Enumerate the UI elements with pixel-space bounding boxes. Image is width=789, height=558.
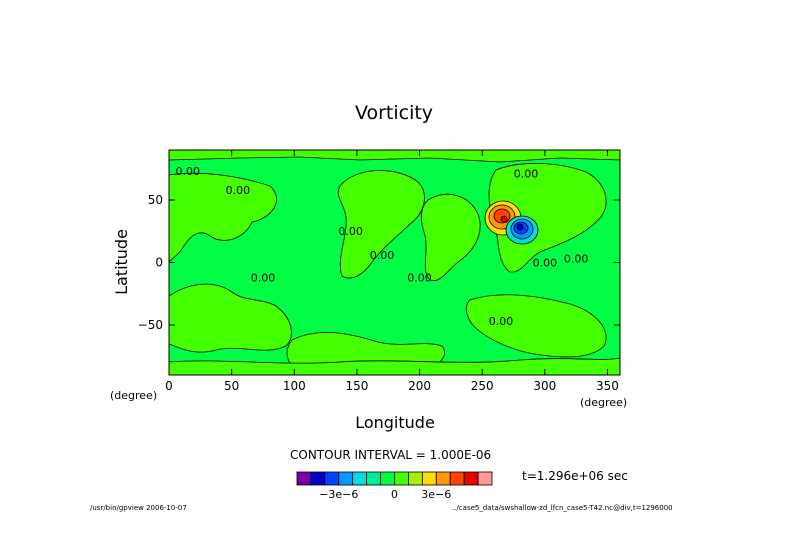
contour-label: 0.00: [226, 184, 251, 197]
colorbar-tick-label: 0: [391, 488, 398, 501]
region-top-band: [169, 150, 620, 163]
positive-vortex-core: [500, 215, 508, 223]
colorbar-swatch: [477, 471, 493, 486]
contour-labels: 0.00 0.00 0.00 0.00 0.00 0.00 0.00 0.00 0.00 0.00: [176, 165, 589, 328]
x-unit-right: (degree): [580, 396, 627, 409]
region-center-north: [337, 170, 425, 279]
colorbar-swatch: [408, 471, 423, 486]
x-tick-label: 150: [345, 379, 368, 393]
colorbar-swatch: [366, 471, 381, 486]
contour-label: 0.00: [533, 256, 558, 269]
y-axis-label: Latitude: [112, 229, 131, 295]
contour-label: 0.00: [370, 249, 395, 262]
region-west-north: [169, 172, 277, 263]
footer-left: /usr/bin/gpview 2006-10-07: [90, 504, 187, 512]
colorbar-swatch: [338, 471, 354, 486]
colorbar-swatch: [352, 471, 368, 486]
x-tick-label: 200: [408, 379, 431, 393]
colorbar-swatch: [380, 471, 395, 486]
colorbar-swatch: [449, 471, 465, 486]
x-axis: 0 50 100 150 200 250 300 350: [165, 150, 619, 393]
colorbar: [296, 471, 493, 486]
y-tick-label: 0: [155, 256, 163, 270]
negative-vortex-core: [516, 223, 524, 231]
y-tick-label: −50: [138, 318, 163, 332]
contour-interval-text: CONTOUR INTERVAL = 1.000E-06: [290, 448, 491, 462]
chart-title: Vorticity: [355, 102, 433, 124]
x-tick-label: 50: [224, 379, 239, 393]
light-green-regions: [169, 150, 620, 375]
region-bottom-band: [169, 357, 620, 375]
contour-field: 0.00 0.00 0.00 0.00 0.00 0.00 0.00 0.00 0.00 0.00: [169, 150, 620, 375]
x-tick-label: 350: [596, 379, 619, 393]
footer-right: ../case5_data/swshallow-zd_lfcn_case5-T4…: [452, 504, 673, 512]
colorbar-swatch: [394, 471, 409, 486]
contour-label: 0.00: [407, 271, 432, 284]
y-tick-label: 50: [148, 193, 163, 207]
contour-label: 0.00: [176, 165, 201, 178]
time-text: t=1.296e+06 sec: [522, 469, 628, 483]
y-axis: −50 0 50: [138, 193, 620, 332]
colorbar-swatch: [296, 471, 312, 486]
x-axis-label: Longitude: [355, 413, 435, 432]
x-tick-label: 250: [471, 379, 494, 393]
colorbar-tick-label: 3e−6: [421, 488, 451, 501]
colorbar-swatch: [310, 471, 326, 486]
vortex-pair: [484, 200, 539, 245]
colorbar-swatch: [324, 471, 340, 486]
contour-label: 0.00: [564, 253, 589, 266]
colorbar-swatch: [463, 471, 479, 486]
region-west-south: [169, 283, 292, 353]
x-tick-label: 0: [165, 379, 173, 393]
contour-label: 0.00: [251, 271, 276, 284]
contour-label: 0.00: [489, 315, 514, 328]
x-tick-label: 100: [283, 379, 306, 393]
x-tick-label: 300: [533, 379, 556, 393]
colorbar-swatch: [421, 471, 437, 486]
colorbar-swatch: [435, 471, 451, 486]
contour-label: 0.00: [338, 225, 363, 238]
colorbar-tick-label: −3e−6: [319, 488, 358, 501]
region-center-mid: [420, 193, 481, 282]
region-east-lower: [465, 294, 607, 358]
x-unit-left: (degree): [110, 389, 157, 402]
contour-label: 0.00: [514, 168, 539, 181]
colorbar-labels: −3e−6 0 3e−6: [319, 488, 451, 501]
